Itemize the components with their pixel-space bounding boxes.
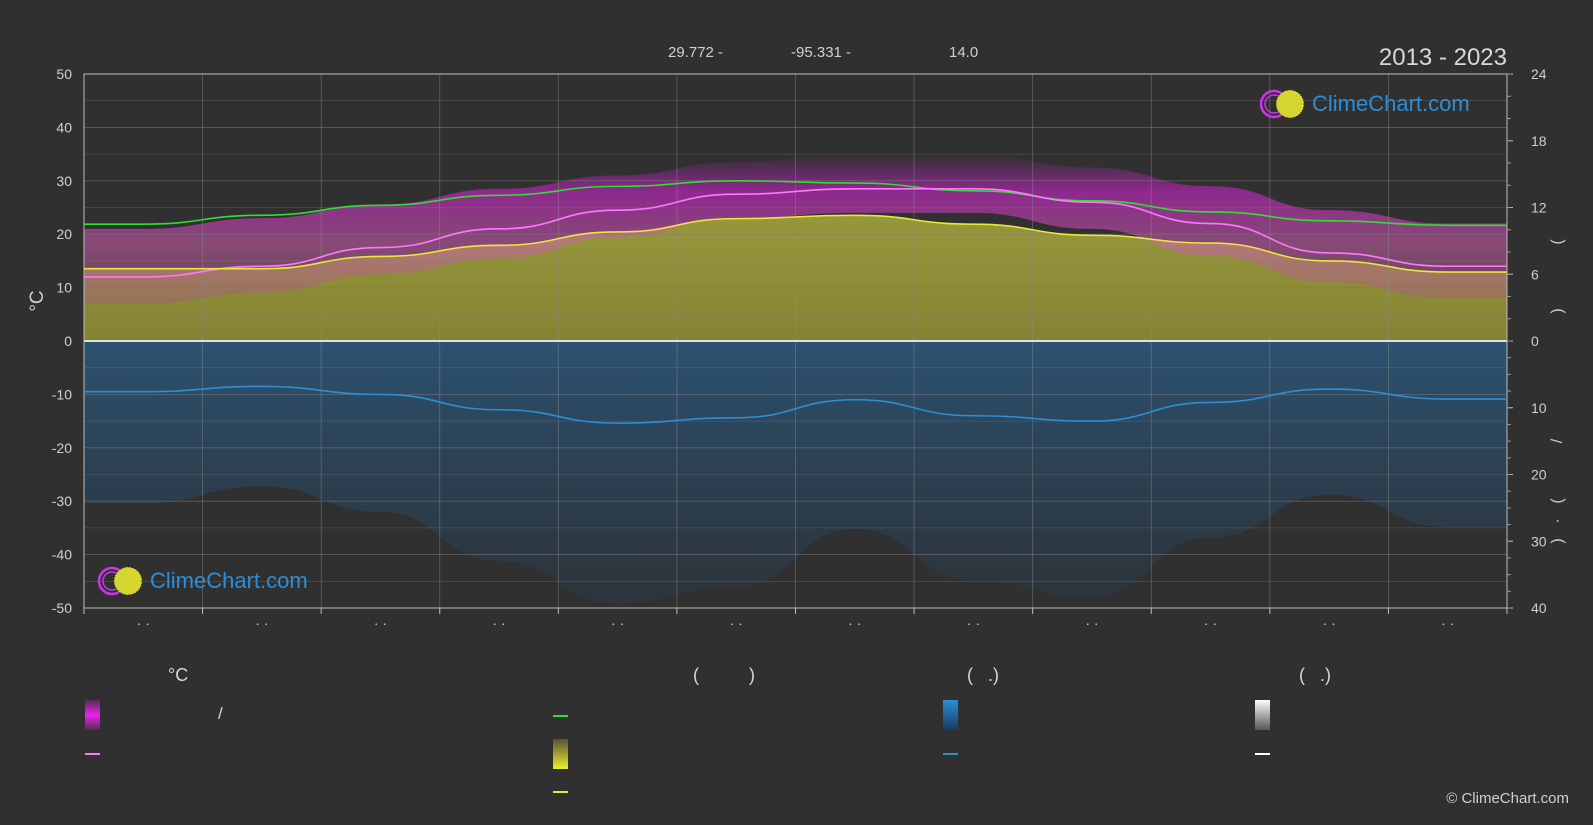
year-range: 2013 - 2023 bbox=[1378, 44, 1507, 71]
elevation-label: 14.0 bbox=[949, 44, 979, 61]
y-left-tick-label: 20 bbox=[56, 226, 72, 242]
legend-swatch-sunshine-range bbox=[553, 739, 568, 769]
y-left-tick-label: -50 bbox=[52, 600, 72, 616]
x-tick-label: · · bbox=[848, 615, 861, 631]
y-right-top-tick-label: 6 bbox=[1531, 266, 1539, 282]
brand-logo-top[interactable]: ClimeChart.com bbox=[1258, 88, 1470, 120]
y-left-tick-label: 0 bbox=[64, 333, 72, 349]
legend-swatch-temp-range bbox=[85, 700, 100, 730]
y-right-top-tick-label: 0 bbox=[1531, 333, 1539, 349]
y-right-top-tick-label: 24 bbox=[1531, 66, 1547, 82]
x-tick-label: · · bbox=[730, 615, 743, 631]
y-left-tick-label: 40 bbox=[56, 119, 72, 135]
copyright: © ClimeChart.com bbox=[1446, 790, 1569, 807]
brand-logo-bottom[interactable]: ClimeChart.com bbox=[96, 565, 308, 597]
x-tick-label: · · bbox=[1323, 615, 1336, 631]
x-tick-label: · · bbox=[967, 615, 980, 631]
series-line-rain_avg bbox=[83, 385, 1507, 424]
y-right-bottom-tick-label: 30 bbox=[1531, 533, 1547, 549]
y-left-axis-label: °C bbox=[27, 290, 48, 311]
longitude-label: -95.331 - bbox=[791, 44, 852, 61]
brand-text-bottom: ClimeChart.com bbox=[150, 568, 308, 593]
y-right-bottom-tick-label: 20 bbox=[1531, 467, 1547, 483]
legend-rain-header: ( .) bbox=[967, 665, 999, 685]
climechart-logo-icon bbox=[97, 566, 143, 596]
legend-temperature-header: °C bbox=[168, 665, 189, 685]
legend-swatch-snow-daily bbox=[1255, 700, 1270, 730]
y-right-bottom-tick-label: 10 bbox=[1531, 400, 1547, 416]
y-right-axis-label: ) bbox=[1549, 308, 1566, 313]
brand-text-top: ClimeChart.com bbox=[1312, 91, 1470, 116]
y-left-tick-label: -10 bbox=[52, 386, 72, 402]
y-left-tick-label: -40 bbox=[52, 547, 72, 563]
x-tick-label: · · bbox=[255, 615, 268, 631]
x-tick-label: · · bbox=[492, 615, 505, 631]
legend-daylight-header: ( ) bbox=[693, 665, 755, 685]
y-left-tick-label: 10 bbox=[56, 280, 72, 296]
y-right-axis-label: ( bbox=[1549, 498, 1566, 504]
series-line-temp_mean bbox=[84, 188, 1507, 278]
y-left-tick-label: -20 bbox=[52, 440, 72, 456]
climechart-logo-icon bbox=[1259, 89, 1305, 119]
y-right-bottom-tick-label: 40 bbox=[1531, 600, 1547, 616]
y-left-tick-label: 30 bbox=[56, 173, 72, 189]
legend-temperature-item-1: / bbox=[218, 704, 223, 723]
latitude-label: 29.772 - bbox=[668, 44, 724, 61]
series-line-daylight bbox=[84, 179, 1507, 227]
y-right-top-tick-label: 18 bbox=[1531, 133, 1547, 149]
y-right-top-tick-label: 12 bbox=[1531, 200, 1547, 216]
legend-swatch-rain-daily bbox=[943, 700, 958, 730]
x-tick-label: · · bbox=[1441, 615, 1454, 631]
y-right-axis-label: ) bbox=[1549, 538, 1566, 543]
legend-snow-header: ( .) bbox=[1299, 665, 1331, 685]
y-left-tick-label: 50 bbox=[56, 66, 72, 82]
y-left-tick-label: -30 bbox=[52, 493, 72, 509]
series-line-sunshine bbox=[84, 214, 1507, 273]
x-tick-label: · · bbox=[374, 615, 387, 631]
y-right-axis-label: · bbox=[1549, 518, 1566, 523]
x-tick-label: · · bbox=[137, 615, 150, 631]
x-tick-label: · · bbox=[1204, 615, 1217, 631]
x-tick-label: · · bbox=[1085, 615, 1098, 631]
x-tick-label: · · bbox=[611, 615, 624, 631]
y-right-axis-label: ( bbox=[1549, 239, 1566, 245]
y-right-axis-label: / bbox=[1549, 438, 1566, 443]
